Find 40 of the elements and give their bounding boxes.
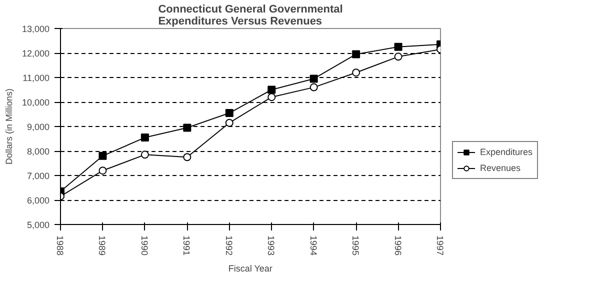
- point: [225, 118, 234, 127]
- x-tick-label: 1996: [392, 236, 403, 256]
- y-tick-label: 11,000: [22, 73, 50, 83]
- y-tick-label: 8,000: [26, 146, 50, 156]
- point: [310, 83, 318, 92]
- point: [140, 134, 149, 142]
- x-tick-label: 1994: [308, 236, 318, 256]
- x-tick-label: 1988: [55, 236, 65, 256]
- point: [183, 153, 192, 162]
- point: [268, 86, 276, 94]
- x-tick-label: 1990: [139, 236, 150, 256]
- x-tick-label: 1995: [350, 236, 361, 256]
- y-axis-title: Dollars (in Millions): [4, 88, 14, 165]
- legend-label: Expenditures: [480, 146, 533, 158]
- point: [98, 152, 107, 160]
- point: [394, 52, 402, 61]
- point: [352, 68, 360, 77]
- point: [352, 50, 360, 58]
- y-tick-label: 5,000: [26, 220, 50, 230]
- legend-label: Revenues: [480, 162, 521, 174]
- point: [140, 150, 149, 159]
- x-tick-label: 1989: [97, 236, 108, 256]
- point: [310, 74, 318, 83]
- x-axis-title: Fiscal Year: [228, 264, 272, 274]
- point: [98, 166, 107, 175]
- point: [268, 93, 276, 102]
- y-tick-label: 6,000: [26, 196, 50, 206]
- x-tick-label: 1997: [435, 236, 445, 256]
- x-tick-label: 1993: [266, 236, 276, 256]
- x-tick-label: 1991: [182, 236, 192, 256]
- chart-title: Connecticut General Governmental Expenditures Versus Revenues: [158, 4, 343, 28]
- point: [394, 42, 402, 51]
- y-tick-label: 7,000: [26, 171, 50, 181]
- point: [225, 109, 234, 118]
- x-tick-label: 1992: [224, 236, 234, 256]
- y-tick-label: 10,000: [22, 98, 50, 108]
- y-tick-label: 13,000: [22, 24, 50, 34]
- y-tick-label: 12,000: [22, 48, 50, 58]
- y-tick-label: 9,000: [26, 122, 50, 132]
- point: [183, 124, 192, 132]
